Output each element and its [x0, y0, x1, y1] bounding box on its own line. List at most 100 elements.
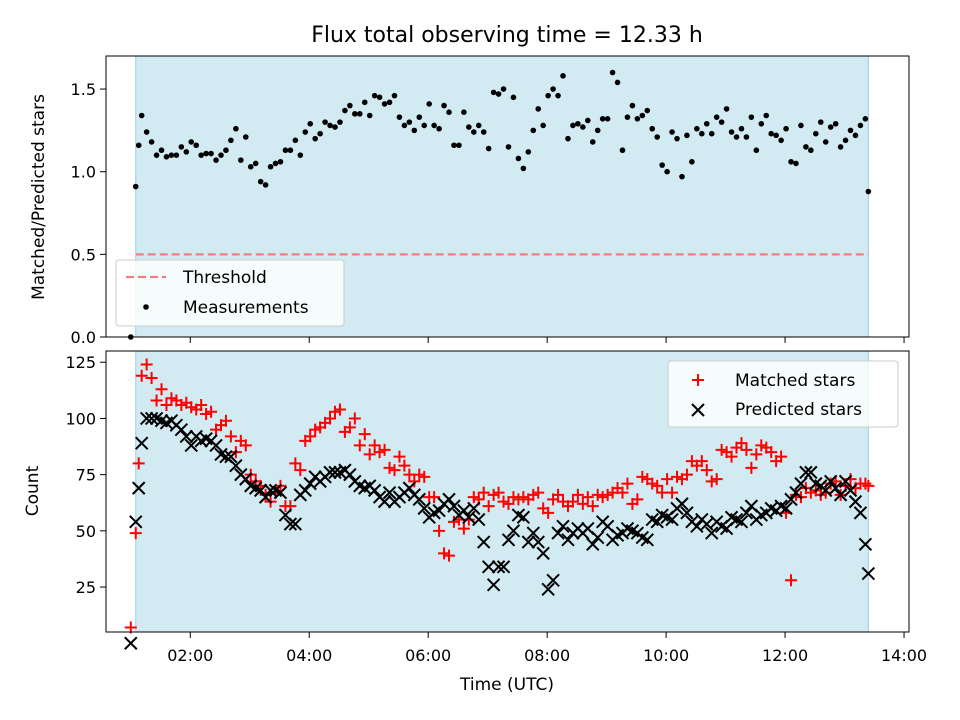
- measurement-point: [639, 112, 646, 119]
- matched-star-point: [581, 491, 594, 504]
- predicted-star-point: [541, 582, 555, 596]
- measurement-point: [803, 144, 809, 150]
- measurement-point: [733, 134, 740, 140]
- measurement-point: [585, 117, 591, 124]
- matched-star-point: [289, 457, 302, 470]
- count-y-axis-label: Count: [23, 465, 43, 516]
- matched-star-point: [343, 421, 356, 434]
- matched-star-point: [680, 468, 693, 481]
- matched-star-point: [333, 403, 346, 416]
- time-x-tick-label: 10:00: [643, 646, 689, 665]
- measurement-point: [832, 120, 839, 127]
- time-x-tick-label: 12:00: [762, 646, 808, 665]
- measurement-points: [127, 69, 872, 340]
- measurement-point: [347, 102, 353, 109]
- predicted-star-point: [139, 411, 154, 426]
- matched-star-point: [398, 459, 411, 472]
- count-y-tick-label: 100: [65, 409, 96, 428]
- measurement-point: [421, 122, 428, 129]
- measurement-point: [505, 144, 512, 150]
- measurement-point: [277, 158, 284, 165]
- measurement-point: [758, 120, 765, 127]
- predicted-star-point: [209, 438, 223, 453]
- predicted-star-point: [521, 535, 536, 549]
- measurement-point: [768, 130, 775, 137]
- measurement-point: [257, 178, 264, 185]
- measurement-point: [852, 132, 859, 139]
- measurement-point: [401, 122, 408, 129]
- measurement-point: [213, 157, 219, 163]
- measurement-point: [490, 89, 497, 96]
- predicted-star-point: [132, 481, 146, 495]
- matched-star-point: [294, 464, 307, 477]
- matched-star-point: [695, 455, 708, 468]
- predicted-star-point: [861, 566, 876, 581]
- measurement-point: [495, 91, 502, 97]
- measurement-point: [817, 119, 824, 125]
- measurement-point: [560, 73, 566, 79]
- predicted-star-point: [134, 436, 149, 450]
- measurement-point: [723, 106, 730, 112]
- predicted-star-point: [690, 519, 704, 534]
- matched-star-point: [195, 398, 208, 411]
- measurement-point: [386, 99, 393, 106]
- predicted-star-point: [591, 530, 605, 545]
- predicted-stars-points: [124, 411, 876, 650]
- ratio-y-tick-label: 1.5: [71, 80, 96, 99]
- predicted-star-point: [496, 560, 511, 574]
- predicted-star-point: [367, 483, 382, 498]
- measurement-point: [317, 130, 323, 137]
- measurement-point: [540, 122, 546, 129]
- matched-star-point: [859, 477, 872, 490]
- predicted-star-point: [377, 494, 392, 509]
- predicted-star-point: [273, 485, 288, 500]
- ratio-y-tick-label: 1.0: [71, 163, 96, 182]
- predicted-star-point: [224, 449, 238, 464]
- predicted-star-point: [833, 488, 848, 502]
- predicted-star-point: [442, 492, 456, 507]
- time-x-ticks: 02:00 04:00 06:00 08:00 10:00 12:00 14:00: [167, 632, 927, 665]
- matched-star-point: [378, 443, 391, 456]
- predicted-star-point: [586, 537, 600, 552]
- measurement-point: [381, 101, 388, 107]
- measurement-point: [827, 124, 834, 130]
- predicted-star-point: [462, 510, 476, 525]
- predicted-star-point: [734, 515, 749, 529]
- predicted-star-point: [650, 515, 664, 529]
- measurement-point: [738, 125, 745, 132]
- matched-star-point: [710, 473, 723, 486]
- matched-star-point: [492, 486, 505, 499]
- matched-star-point: [661, 473, 674, 486]
- matched-star-point: [239, 439, 252, 452]
- predicted-star-point: [516, 510, 531, 525]
- predicted-star-point: [467, 501, 481, 516]
- measurement-point: [153, 152, 160, 158]
- matched-star-point: [740, 443, 753, 456]
- measurement-point: [436, 125, 442, 132]
- count-y-tick-label: 75: [76, 466, 96, 485]
- count-y-tick-label: 25: [76, 578, 96, 597]
- count-y-ticks: 25 50 75 100 125: [65, 353, 106, 597]
- measurement-point: [570, 122, 576, 129]
- measurement-point: [138, 112, 145, 119]
- matched-star-point: [586, 500, 599, 513]
- matched-star-point: [358, 428, 371, 441]
- matched-star-point: [477, 486, 490, 499]
- measurement-point: [148, 139, 155, 145]
- matched-star-point: [651, 479, 664, 492]
- measurement-point: [371, 92, 378, 99]
- predicted-star-point: [536, 546, 550, 561]
- measurement-point: [247, 163, 254, 170]
- matched-star-point: [433, 524, 446, 537]
- matched-star-point: [552, 488, 565, 501]
- measurement-point: [188, 139, 195, 145]
- matched-star-point: [428, 491, 441, 504]
- matched-star-point: [745, 461, 758, 474]
- threshold-legend-label: Threshold: [182, 268, 267, 288]
- predicted-star-point: [853, 506, 868, 520]
- measurement-point: [520, 165, 527, 172]
- predicted-star-point: [675, 497, 689, 511]
- predicted-star-point: [700, 517, 714, 531]
- matched-stars-legend-swatch: [692, 374, 704, 386]
